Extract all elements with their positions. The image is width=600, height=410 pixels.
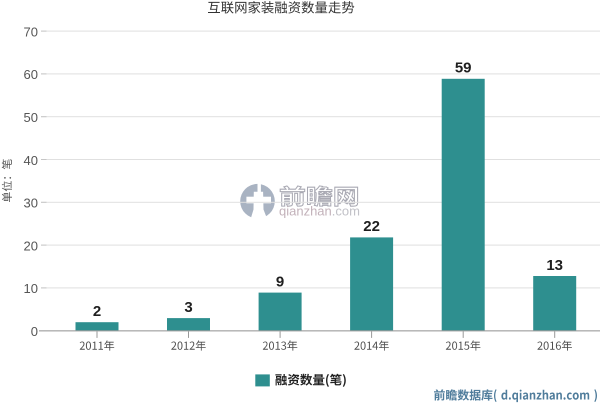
svg-text:20: 20 — [24, 238, 38, 253]
svg-text:30: 30 — [24, 196, 38, 211]
svg-text:22: 22 — [363, 218, 380, 235]
svg-text:13: 13 — [546, 257, 563, 274]
svg-text:10: 10 — [24, 281, 38, 296]
svg-text:59: 59 — [455, 60, 472, 77]
svg-text:9: 9 — [276, 273, 284, 290]
svg-text:3: 3 — [184, 299, 192, 316]
svg-text:40: 40 — [24, 153, 38, 168]
svg-text:70: 70 — [24, 24, 38, 39]
svg-text:2: 2 — [93, 303, 101, 320]
svg-text:50: 50 — [24, 110, 38, 125]
svg-text:0: 0 — [31, 324, 38, 339]
svg-text:60: 60 — [24, 67, 38, 82]
svg-text:qianzhan.com: qianzhan.com — [279, 203, 360, 218]
